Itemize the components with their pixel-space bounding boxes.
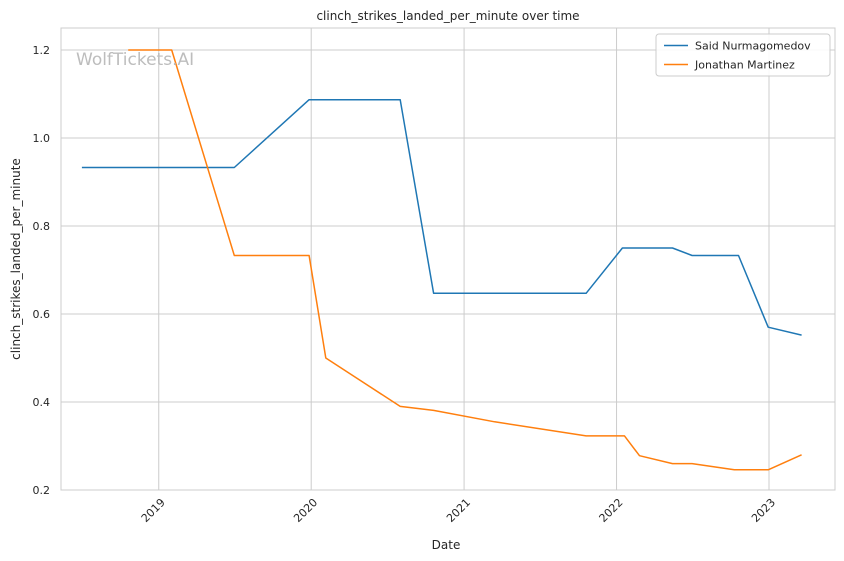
y-tick-label: 0.8 (33, 220, 51, 233)
y-tick-label: 0.4 (33, 396, 51, 409)
y-axis-label: clinch_strikes_landed_per_minute (9, 158, 23, 360)
legend-box (655, 33, 831, 77)
plot-frame (60, 27, 836, 491)
y-tick-label: 0.6 (33, 308, 51, 321)
chart-title: clinch_strikes_landed_per_minute over ti… (316, 9, 579, 23)
legend: Said Nurmagomedov Jonathan Martinez (655, 33, 831, 77)
series-line-said-nurmagomedov (81, 98, 802, 336)
x-axis-label: Date (432, 538, 461, 552)
legend-label-jonathan-martinez: Jonathan Martinez (694, 59, 795, 72)
x-tick-label: 2019 (139, 496, 168, 525)
x-tick-label: 2020 (291, 496, 320, 525)
plot-background (61, 28, 835, 490)
y-tick-label: 1.0 (33, 132, 51, 145)
x-tick-label: 2022 (597, 496, 626, 525)
x-tick-label: 2021 (444, 496, 473, 525)
legend-label-said-nurmagomedov: Said Nurmagomedov (695, 40, 811, 53)
y-tick-label: 0.2 (33, 484, 51, 497)
x-tick-label: 2023 (749, 496, 778, 525)
series-line-jonathan-martinez (128, 49, 802, 471)
series-layer (81, 49, 802, 471)
watermark: WolfTickets.AI (76, 50, 194, 70)
grid (61, 28, 835, 491)
y-tick-label: 1.2 (33, 44, 51, 57)
